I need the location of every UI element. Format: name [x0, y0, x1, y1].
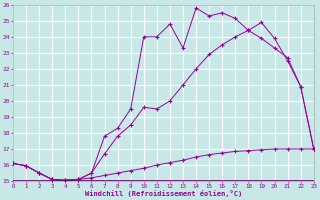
X-axis label: Windchill (Refroidissement éolien,°C): Windchill (Refroidissement éolien,°C) [85, 190, 242, 197]
